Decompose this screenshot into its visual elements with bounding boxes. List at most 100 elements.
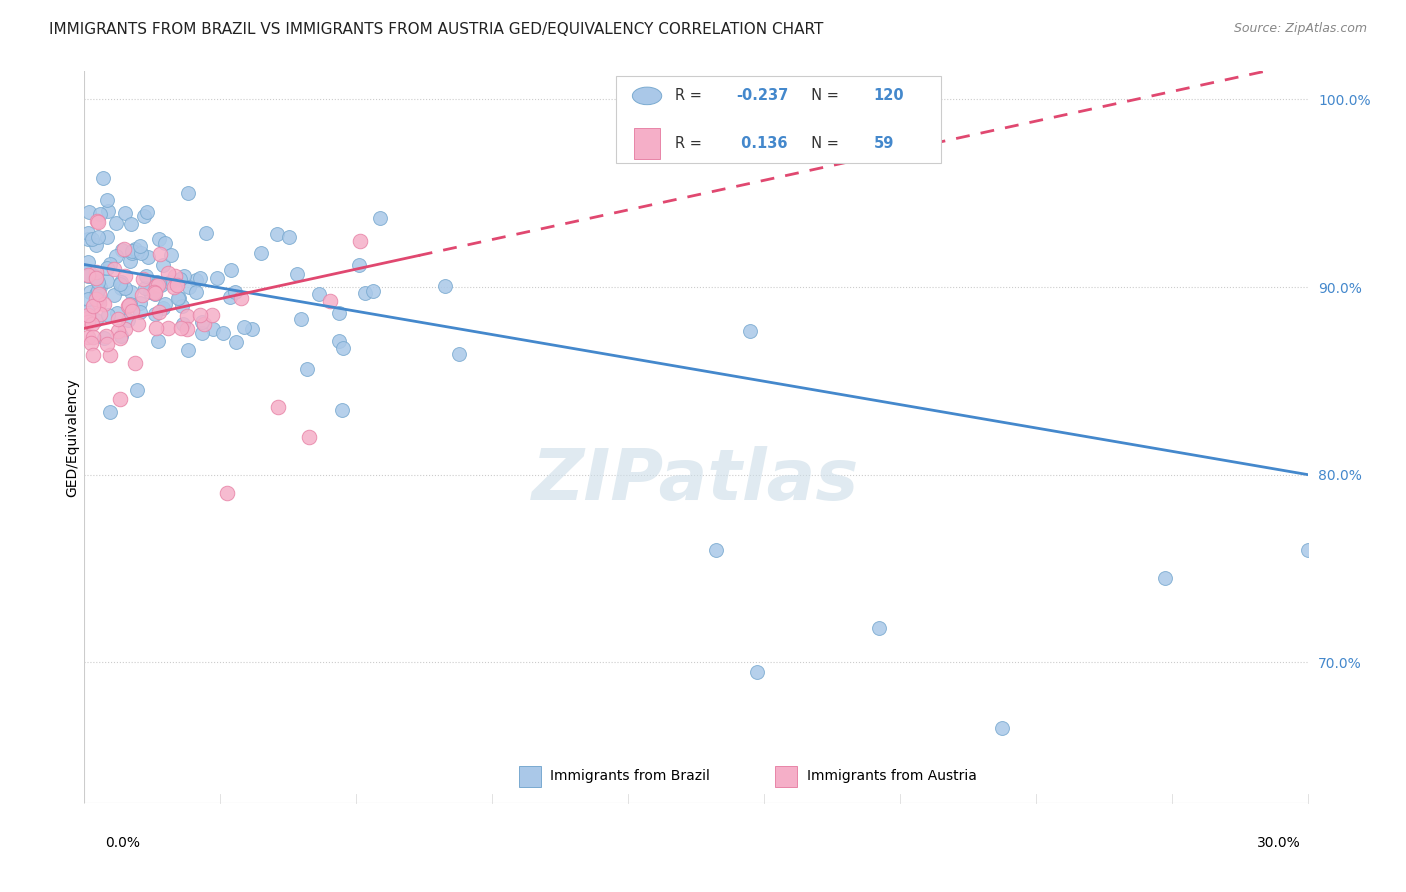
Point [114, 281, 136, 295]
Point [191, 326, 214, 341]
Text: N =: N = [803, 136, 844, 151]
Point [93, 297, 115, 311]
Point [120, 253, 142, 268]
Bar [519, 766, 541, 787]
Point [80, 232, 103, 246]
Point [290, 311, 312, 326]
Point [166, 291, 188, 305]
Point [89, 287, 111, 301]
Point [77, 226, 100, 240]
Point [136, 204, 159, 219]
Point [77, 269, 100, 284]
Point [347, 258, 370, 272]
Point [176, 309, 198, 323]
Point [869, 621, 891, 635]
Point [219, 290, 242, 304]
Point [96, 193, 118, 207]
Point [105, 306, 128, 320]
Point [104, 216, 127, 230]
Point [77, 232, 100, 246]
Point [84, 238, 107, 252]
Point [96, 230, 118, 244]
Point [103, 261, 125, 276]
Point [77, 268, 100, 282]
Point [184, 285, 207, 300]
Point [176, 186, 198, 200]
Point [77, 266, 100, 280]
Point [250, 245, 273, 260]
Point [87, 296, 110, 310]
Point [129, 305, 152, 319]
Point [77, 264, 100, 278]
Point [124, 355, 146, 369]
Point [298, 430, 321, 444]
Point [153, 297, 176, 311]
Point [188, 309, 211, 323]
Point [118, 298, 141, 312]
Point [79, 266, 101, 280]
Point [740, 324, 762, 338]
Point [169, 272, 191, 286]
Point [87, 275, 110, 289]
Point [219, 263, 242, 277]
Point [82, 299, 104, 313]
Point [148, 277, 170, 292]
Point [84, 292, 107, 306]
Point [84, 270, 107, 285]
Text: 120: 120 [873, 88, 904, 103]
Text: Source: ZipAtlas.com: Source: ZipAtlas.com [1233, 22, 1367, 36]
Point [117, 313, 139, 327]
Point [121, 245, 143, 260]
Point [77, 309, 100, 323]
Point [267, 400, 290, 414]
Circle shape [633, 87, 662, 104]
Point [205, 270, 228, 285]
Point [121, 304, 143, 318]
Text: 0.136: 0.136 [737, 136, 787, 151]
Point [434, 279, 457, 293]
Point [89, 207, 111, 221]
Point [77, 204, 100, 219]
Point [134, 210, 156, 224]
Text: R =: R = [675, 136, 707, 151]
Text: 59: 59 [873, 136, 894, 151]
Point [121, 244, 143, 259]
Point [82, 269, 104, 284]
Point [170, 299, 193, 313]
Point [79, 336, 101, 351]
Point [129, 246, 152, 260]
Point [447, 347, 470, 361]
Text: 30.0%: 30.0% [1257, 836, 1301, 850]
Point [117, 299, 139, 313]
Point [142, 285, 165, 299]
Point [354, 286, 377, 301]
Point [89, 307, 111, 321]
Point [328, 334, 350, 348]
Point [148, 305, 170, 319]
Point [173, 269, 195, 284]
Point [148, 232, 170, 246]
Point [166, 277, 188, 292]
Point [114, 322, 136, 336]
Point [96, 275, 118, 289]
Bar [616, 77, 941, 163]
Point [135, 269, 157, 284]
Text: Immigrants from Austria: Immigrants from Austria [807, 770, 977, 783]
Point [86, 229, 108, 244]
Point [93, 331, 115, 345]
Point [328, 306, 350, 320]
Point [319, 293, 342, 308]
Point [152, 258, 174, 272]
Point [84, 287, 107, 301]
Point [82, 348, 104, 362]
Point [128, 296, 150, 310]
Point [179, 280, 201, 294]
Point [82, 269, 104, 284]
Point [77, 311, 100, 326]
Point [143, 285, 166, 300]
Point [77, 315, 100, 329]
Point [225, 334, 247, 349]
Point [332, 341, 354, 355]
Point [87, 283, 110, 297]
Point [110, 244, 132, 258]
